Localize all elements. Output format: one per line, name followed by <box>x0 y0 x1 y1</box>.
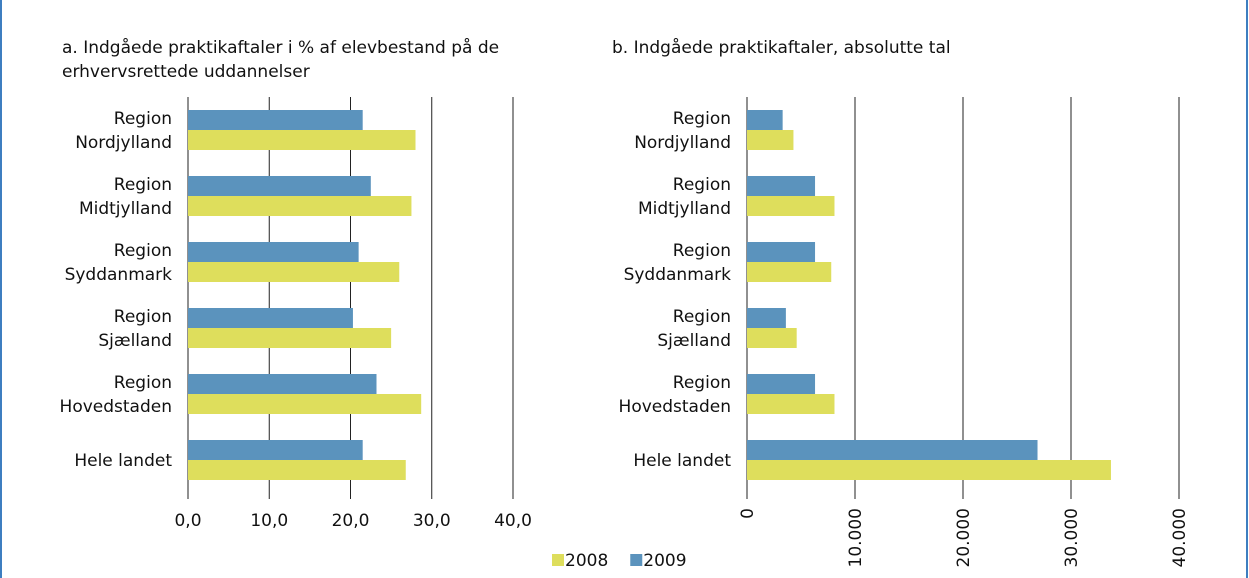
category-label: Region Syddanmark <box>624 241 732 285</box>
bar <box>188 196 412 216</box>
category-label: Region Syddanmark <box>65 241 173 285</box>
category-label: Hele landet <box>633 451 731 471</box>
category-label: Region Sjælland <box>657 307 731 351</box>
category-label: Region Hovedstaden <box>60 373 172 417</box>
bar <box>747 440 1038 460</box>
bar <box>747 328 797 348</box>
bar <box>747 242 816 262</box>
x-tick-label: 20,0 <box>332 511 370 531</box>
x-tick-label: 30.000 <box>1062 508 1082 567</box>
bar <box>188 394 422 414</box>
bar <box>747 262 832 282</box>
legend-label: 2008 <box>565 551 608 571</box>
x-tick-label: 10.000 <box>846 508 866 567</box>
bar <box>747 460 1111 480</box>
bar <box>747 176 816 196</box>
x-tick-label: 30,0 <box>413 511 451 531</box>
category-label: Region Sjælland <box>98 307 172 351</box>
legend-swatch <box>552 554 564 566</box>
category-label: Hele landet <box>74 451 172 471</box>
category-label: Region Midtjylland <box>638 175 731 219</box>
bar <box>747 394 835 414</box>
x-tick-label: 0,0 <box>174 511 201 531</box>
category-label: Region Nordjylland <box>634 109 731 153</box>
chart-title: b. Indgåede praktikaftaler, absolutte ta… <box>612 37 951 58</box>
bar <box>188 374 377 394</box>
bar <box>188 328 392 348</box>
bar <box>188 130 416 150</box>
bar <box>747 308 786 328</box>
category-label: Region Hovedstaden <box>619 373 731 417</box>
chart-title: a. Indgåede praktikaftaler i % af elevbe… <box>62 37 499 82</box>
legend-swatch <box>630 554 643 566</box>
x-tick-label: 0 <box>738 508 758 519</box>
bar <box>188 308 353 328</box>
legend-label: 2009 <box>643 551 686 571</box>
x-tick-label: 10,0 <box>250 511 288 531</box>
bar <box>747 110 783 130</box>
bar <box>188 242 359 262</box>
x-tick-label: 20.000 <box>954 508 974 567</box>
bar <box>747 196 835 216</box>
bar <box>747 374 816 394</box>
bar <box>188 460 406 480</box>
x-tick-label: 40.000 <box>1170 508 1190 567</box>
bar <box>188 440 363 460</box>
category-label: Region Midtjylland <box>79 175 172 219</box>
bar <box>747 130 794 150</box>
bar <box>188 110 363 130</box>
bar <box>188 262 400 282</box>
category-label: Region Nordjylland <box>75 109 172 153</box>
bar <box>188 176 371 196</box>
x-tick-label: 40,0 <box>494 511 532 531</box>
